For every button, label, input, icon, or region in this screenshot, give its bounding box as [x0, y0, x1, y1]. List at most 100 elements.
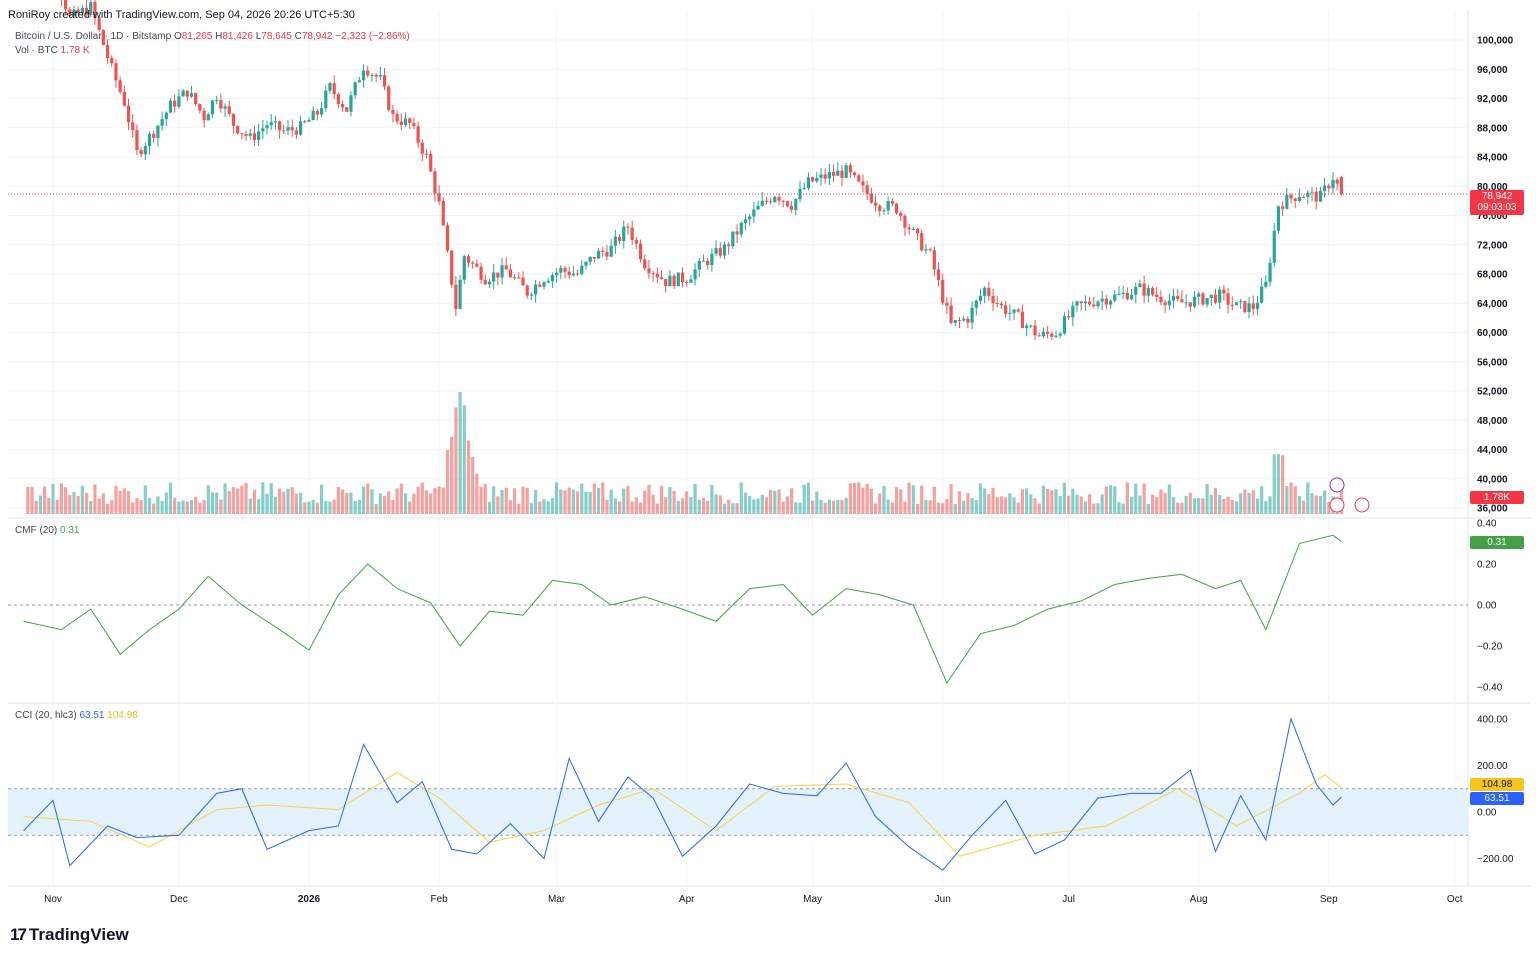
volume-bar [361, 486, 366, 514]
high-value: 81,426 [222, 31, 253, 42]
candle-body [1113, 294, 1117, 301]
volume-bar [852, 482, 857, 514]
volume-bar [739, 482, 743, 514]
candle-body [953, 320, 957, 323]
volume-bar [1289, 482, 1293, 514]
price-tick-label: 52,000 [1477, 387, 1508, 398]
volume-bar [710, 484, 714, 514]
volume-bar [823, 502, 827, 514]
candle-body [101, 29, 105, 46]
price-tick-label: 36,000 [1477, 504, 1508, 515]
candle-body [575, 273, 580, 275]
volume-bar [848, 483, 852, 514]
volume-bar [1176, 502, 1180, 514]
candle-body [592, 256, 596, 259]
candle-body [97, 18, 101, 30]
volume-bar [857, 482, 861, 514]
candle-body [1323, 185, 1327, 191]
volume-bar [697, 499, 701, 514]
tradingview-logo[interactable]: 17 TradingView [10, 925, 129, 945]
candle-body [1260, 286, 1264, 303]
volume-bar [168, 482, 173, 514]
volume-bar [941, 503, 945, 514]
volume-bar [1167, 484, 1171, 514]
volume-bar [219, 499, 223, 514]
candle-body [504, 265, 508, 270]
candle-body [210, 100, 215, 115]
candle-body [1339, 176, 1343, 194]
candle-body [466, 256, 471, 263]
volume-bar [538, 501, 542, 514]
candle-body [399, 121, 403, 125]
volume-bar [622, 488, 626, 514]
candle-body [378, 75, 382, 77]
candle-body [1067, 316, 1071, 318]
candle-body [811, 177, 815, 182]
volume-bar [756, 498, 760, 514]
candle-body [949, 305, 953, 323]
candle-body [219, 99, 223, 109]
volume-bar [366, 483, 370, 514]
candle-body [920, 233, 924, 251]
x-tick-label: Sep [1320, 894, 1338, 905]
volume-bar [760, 494, 764, 514]
volume-bar [265, 493, 269, 514]
candle-body [1335, 179, 1339, 184]
candle-body [1255, 302, 1260, 309]
candle-body [244, 133, 248, 136]
candle-body [1155, 294, 1159, 297]
volume-bar [555, 482, 559, 514]
cci-ma-line [23, 771, 1342, 857]
candle-body [189, 93, 194, 97]
candle-body [634, 239, 638, 244]
candle-body [483, 279, 487, 285]
volume-bar [689, 496, 693, 514]
volume-bar [198, 502, 202, 514]
candle-body [609, 245, 613, 257]
volume-bar [1192, 498, 1197, 514]
volume-bar [206, 485, 210, 514]
volume-bar [80, 485, 84, 514]
volume-bar [861, 487, 865, 514]
volume-legend[interactable]: Vol · BTC 1.78 K [15, 45, 90, 56]
candle-body [1117, 294, 1121, 296]
volume-bar [227, 491, 231, 514]
volume-bar [55, 499, 59, 514]
volume-bar [680, 498, 685, 514]
cci-tick-label: 200.00 [1477, 761, 1508, 772]
volume-bar [1129, 496, 1134, 514]
volume-bar [433, 488, 437, 514]
cmf-line [23, 534, 1342, 684]
x-tick-label: Oct [1447, 894, 1463, 905]
volume-bar [399, 483, 403, 514]
candle-body [492, 272, 496, 282]
candle-body [794, 198, 798, 210]
cci-legend[interactable]: CCI (20, hlc3) 63.51 104.98 [15, 710, 138, 721]
volume-bar [194, 497, 198, 514]
candle-body [198, 104, 202, 111]
volume-bar [290, 487, 294, 514]
symbol-legend[interactable]: Bitcoin / U.S. Dollar · 1D · Bitstamp O8… [15, 31, 410, 42]
low-value: 78,645 [261, 31, 292, 42]
volume-bar [210, 492, 215, 514]
volume-bar [416, 486, 420, 514]
volume-bar [1113, 486, 1117, 514]
candle-body [131, 122, 135, 131]
candle-body [1012, 309, 1016, 313]
volume-bar [408, 501, 412, 514]
volume-bar [223, 483, 227, 514]
last-price-value: 78,942 [1481, 191, 1513, 202]
candle-body [1272, 230, 1276, 263]
volume-bar [827, 499, 831, 514]
cmf-legend[interactable]: CMF (20) 0.31 [15, 525, 79, 536]
candle-body [894, 203, 899, 214]
close-label: C [294, 31, 302, 42]
volume-bar [257, 499, 261, 514]
candle-body [299, 121, 303, 135]
volume-bar [84, 492, 89, 514]
candle-body [236, 125, 240, 134]
candle-body [215, 99, 219, 101]
candle-body [659, 277, 664, 280]
volume-bar [1096, 503, 1100, 514]
